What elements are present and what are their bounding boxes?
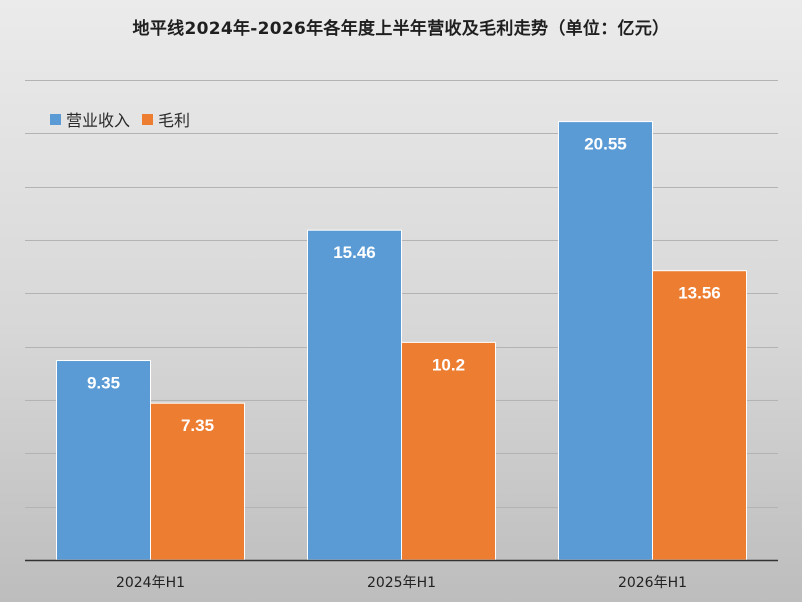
legend-swatch-gross-profit (142, 113, 154, 125)
data-label: 9.35 (87, 374, 120, 393)
legend-label-revenue: 营业收入 (66, 111, 131, 130)
data-label: 15.46 (333, 243, 376, 262)
bar (401, 341, 496, 561)
legend-item-gross-profit: 毛利 (142, 107, 190, 131)
bar (150, 402, 245, 561)
bar (56, 360, 151, 561)
data-label: 13.56 (678, 284, 721, 303)
bar (652, 270, 747, 561)
legend-item-revenue: 营业收入 (50, 107, 130, 131)
legend-label-gross-profit: 毛利 (158, 111, 191, 130)
x-tick-label: 2025年H1 (367, 575, 436, 591)
data-label: 7.35 (181, 416, 214, 435)
x-tick-label: 2026年H1 (618, 575, 687, 591)
legend-swatch-revenue (50, 113, 61, 125)
bar (558, 121, 653, 561)
data-label: 20.55 (584, 135, 627, 154)
chart-title: 地平线2024年-2026年各年度上半年营收及毛利走势（单位：亿元） (132, 19, 670, 39)
legend: 营业收入 毛利 (50, 107, 202, 131)
bar (307, 229, 402, 561)
data-label: 10.2 (432, 355, 465, 374)
x-tick-label: 2024年H1 (116, 575, 185, 591)
